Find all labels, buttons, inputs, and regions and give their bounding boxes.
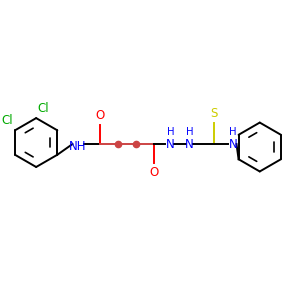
Text: H: H xyxy=(229,127,237,136)
Text: H: H xyxy=(186,127,194,136)
Text: O: O xyxy=(149,167,158,179)
Text: N: N xyxy=(229,137,237,151)
Text: S: S xyxy=(210,107,217,120)
Text: NH: NH xyxy=(69,140,87,153)
Text: Cl: Cl xyxy=(38,101,49,115)
Text: N: N xyxy=(166,137,175,151)
Text: H: H xyxy=(167,127,174,136)
Text: N: N xyxy=(185,137,194,151)
Text: O: O xyxy=(96,109,105,122)
Text: Cl: Cl xyxy=(2,114,14,127)
